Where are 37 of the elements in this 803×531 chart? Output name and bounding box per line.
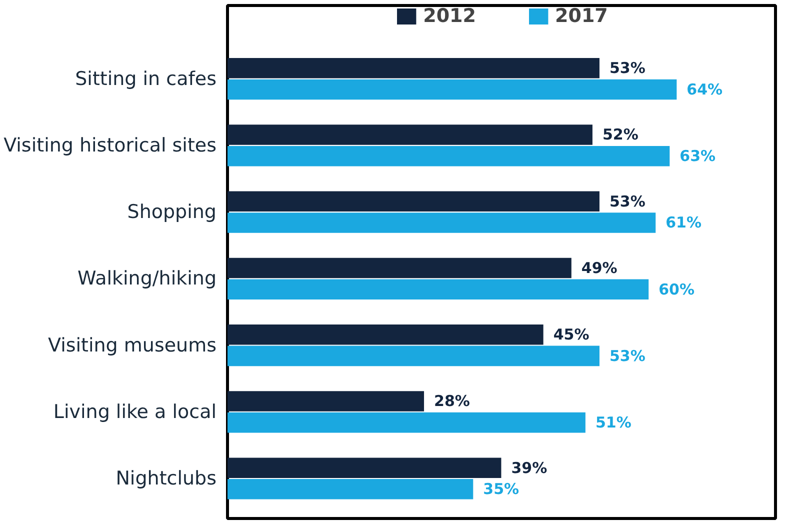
data-label: 39% bbox=[511, 458, 548, 477]
bar bbox=[228, 346, 600, 366]
y-tick-label: Sitting in cafes bbox=[75, 68, 217, 90]
bar bbox=[228, 79, 677, 100]
data-label: 45% bbox=[553, 326, 590, 344]
bar bbox=[228, 146, 670, 166]
y-tick-label: Visiting museums bbox=[48, 334, 217, 356]
bar bbox=[228, 412, 586, 433]
legend-label: 2017 bbox=[555, 5, 608, 27]
y-tick-label: Visiting historical sites bbox=[4, 134, 217, 156]
bar bbox=[228, 279, 649, 300]
legend-label: 2012 bbox=[423, 5, 476, 27]
bar bbox=[228, 458, 502, 478]
bar bbox=[228, 258, 572, 278]
data-label: 52% bbox=[602, 126, 638, 144]
data-label: 28% bbox=[434, 392, 470, 410]
data-label: 53% bbox=[609, 192, 646, 210]
y-tick-label: Shopping bbox=[127, 201, 217, 224]
data-label: 53% bbox=[609, 59, 646, 78]
y-tick-label: Nightclubs bbox=[116, 468, 217, 490]
bar bbox=[228, 479, 474, 500]
bar bbox=[228, 324, 544, 345]
bar bbox=[228, 391, 424, 412]
bar bbox=[228, 124, 592, 145]
data-label: 51% bbox=[595, 414, 632, 432]
y-tick-label: Walking/hiking bbox=[78, 268, 216, 290]
data-label: 64% bbox=[686, 80, 723, 98]
data-label: 63% bbox=[680, 147, 716, 166]
data-label: 53% bbox=[609, 346, 646, 365]
y-tick-label: Living like a local bbox=[53, 400, 217, 423]
bar bbox=[228, 212, 656, 233]
data-label: 61% bbox=[666, 214, 702, 232]
data-label: 35% bbox=[483, 480, 520, 498]
data-label: 49% bbox=[581, 258, 618, 277]
bar bbox=[228, 58, 600, 78]
data-label: 60% bbox=[658, 280, 695, 298]
bar bbox=[228, 191, 600, 212]
